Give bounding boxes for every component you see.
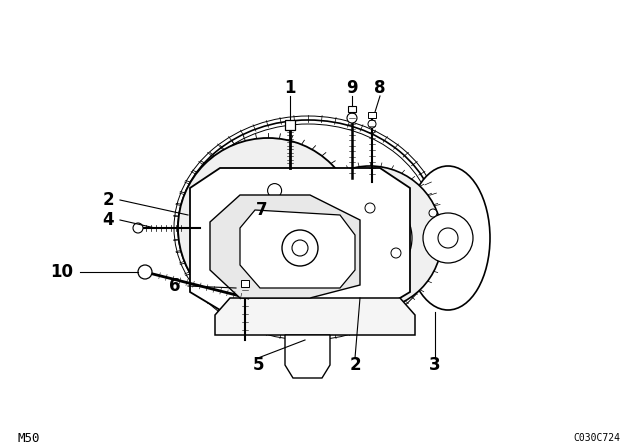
Circle shape [216, 176, 320, 280]
Text: 1: 1 [284, 79, 296, 97]
Bar [285, 120, 295, 130]
Polygon shape [240, 210, 355, 288]
Text: 7: 7 [256, 201, 268, 219]
Polygon shape [190, 168, 410, 310]
Polygon shape [285, 335, 330, 378]
Circle shape [133, 223, 143, 233]
Circle shape [368, 120, 376, 128]
Circle shape [256, 216, 280, 240]
Circle shape [225, 234, 239, 248]
Circle shape [361, 229, 379, 247]
Circle shape [429, 209, 437, 217]
Circle shape [282, 230, 318, 266]
Polygon shape [215, 298, 415, 335]
Circle shape [365, 203, 375, 213]
Circle shape [298, 166, 442, 310]
Circle shape [438, 228, 458, 248]
Circle shape [423, 213, 473, 263]
Text: 5: 5 [252, 356, 264, 374]
Circle shape [292, 240, 308, 256]
Text: 2: 2 [349, 356, 361, 374]
Text: 9: 9 [346, 79, 358, 97]
Circle shape [350, 218, 390, 258]
Circle shape [243, 203, 293, 253]
Bar [368, 112, 376, 118]
Circle shape [391, 248, 401, 258]
Bar [348, 106, 356, 112]
Text: M50: M50 [18, 431, 40, 444]
Text: 4: 4 [102, 211, 114, 229]
Circle shape [178, 138, 358, 318]
Polygon shape [210, 195, 360, 298]
Text: C030C724: C030C724 [573, 433, 620, 443]
Circle shape [347, 113, 357, 123]
Text: 8: 8 [374, 79, 386, 97]
Bar [241, 280, 249, 287]
Circle shape [339, 248, 349, 258]
Circle shape [268, 184, 282, 198]
Circle shape [290, 246, 304, 259]
Text: 10: 10 [51, 263, 74, 281]
Text: 6: 6 [169, 277, 180, 295]
Circle shape [328, 196, 412, 280]
Text: 2: 2 [102, 191, 114, 209]
Ellipse shape [406, 166, 490, 310]
Text: 3: 3 [429, 356, 441, 374]
Circle shape [138, 265, 152, 279]
